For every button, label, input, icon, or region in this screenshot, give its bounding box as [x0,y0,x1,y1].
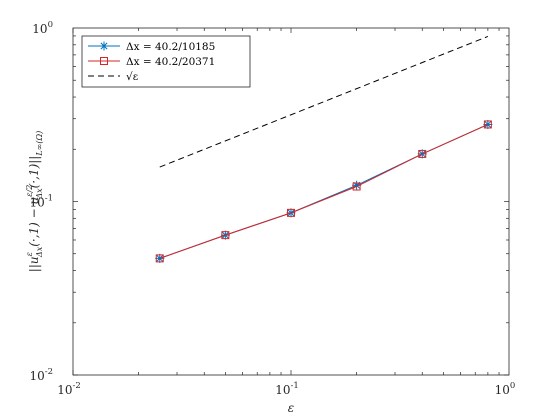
series-line [159,124,489,259]
legend-item: √ε [88,71,138,83]
x-axis-label: ε [288,401,294,415]
data-point [221,231,230,240]
legend-marker [100,57,108,65]
data-point [352,180,362,190]
legend: Δx = 40.2/10185 Δx = 40.2/20371 √ε [81,35,251,88]
legend-entries: Δx = 40.2/10185 Δx = 40.2/20371 √ε [88,41,215,83]
y-tick-label: 100 [32,20,53,36]
legend-marker [99,41,109,51]
data-point [287,208,295,217]
y-axis-label: ||uεΔx(·,1) − uε/2Δx(·,1)||L∞(Ω) [25,131,44,272]
legend-item: Δx = 40.2/20371 [88,56,215,68]
legend-label: Δx = 40.2/20371 [126,56,215,68]
series-group [155,35,493,263]
x-tick-label: 10-1 [275,381,299,397]
legend-item: Δx = 40.2/10185 [88,41,215,53]
series-line [159,35,489,168]
svg-text:||uεΔx(·,1) − uε/2Δx(·,1)||L∞(: ||uεΔx(·,1) − uε/2Δx(·,1)||L∞(Ω) [25,131,44,272]
data-point [483,119,493,129]
x-tick-label: 100 [495,381,516,397]
legend-label: √ε [126,71,138,83]
x-tick-label: 10-2 [57,381,81,397]
data-point [418,149,427,158]
data-point [352,182,361,191]
legend-label: Δx = 40.2/10185 [126,41,215,53]
axis-ticks: 10-2 10-1 100 10-2 10-1 100 [29,20,515,397]
data-point [155,254,164,263]
data-point [483,120,492,129]
y-tick-label: 10-1 [29,194,53,210]
series-1 [155,120,492,263]
y-tick-label: 10-2 [29,367,53,383]
series-2 [159,35,489,168]
